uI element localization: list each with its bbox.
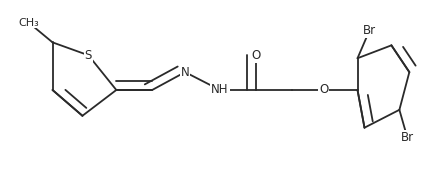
Text: CH₃: CH₃ [18, 18, 39, 27]
Text: Br: Br [363, 24, 376, 37]
Text: O: O [319, 83, 328, 96]
Text: N: N [181, 66, 190, 79]
Text: O: O [251, 49, 260, 62]
Text: NH: NH [211, 83, 229, 96]
Text: S: S [85, 49, 92, 62]
Text: Br: Br [401, 131, 414, 144]
